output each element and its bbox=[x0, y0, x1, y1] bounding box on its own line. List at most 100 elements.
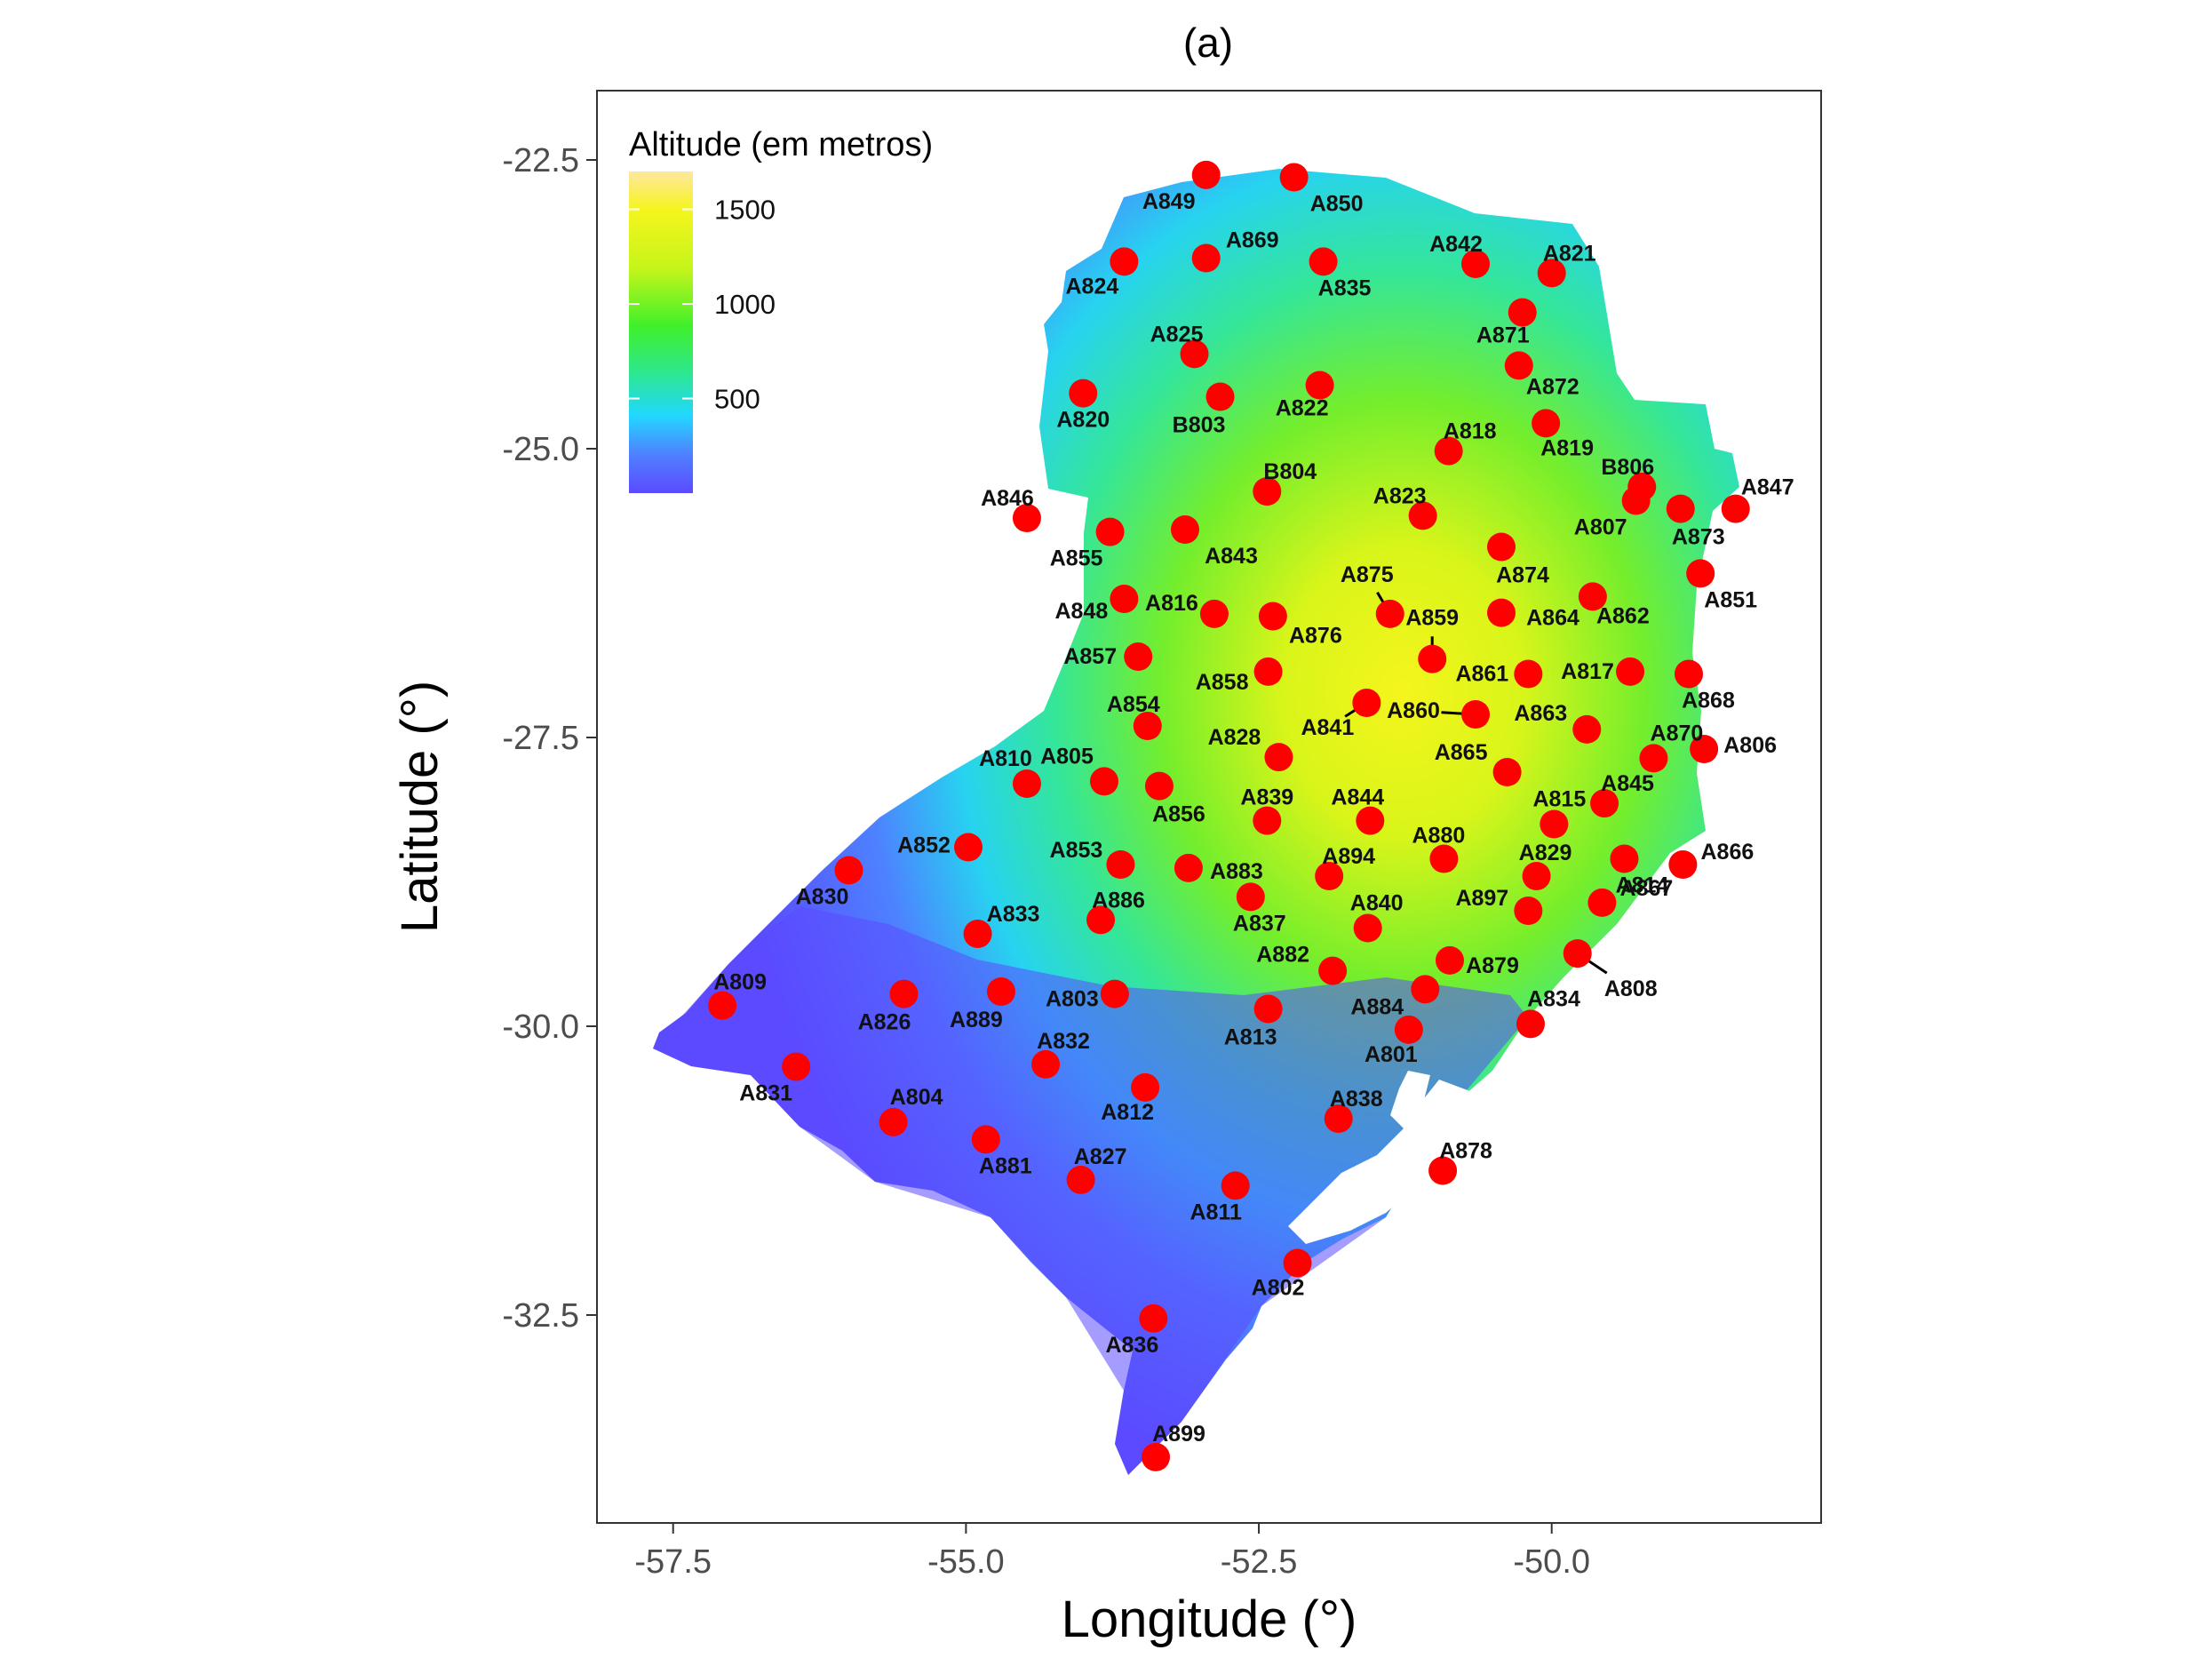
x-tick-label: -55.0 bbox=[927, 1543, 1005, 1581]
station-label: A826 bbox=[858, 1010, 911, 1035]
station-point bbox=[1418, 645, 1446, 674]
station-point bbox=[1254, 658, 1283, 686]
station-label: A859 bbox=[1405, 606, 1459, 631]
station-label: A843 bbox=[1205, 544, 1258, 569]
station-label: A841 bbox=[1301, 715, 1354, 740]
station-label: B804 bbox=[1263, 459, 1317, 484]
station-label: A823 bbox=[1373, 483, 1427, 508]
station-label: A821 bbox=[1543, 241, 1596, 266]
station-point bbox=[1101, 980, 1129, 1008]
station-point bbox=[1572, 715, 1601, 744]
station-point bbox=[1523, 862, 1551, 890]
station-label: A862 bbox=[1596, 603, 1650, 628]
station-point bbox=[1013, 769, 1041, 798]
station-point bbox=[1206, 383, 1235, 411]
station-label: A864 bbox=[1526, 606, 1579, 631]
station-label: A867 bbox=[1620, 876, 1674, 901]
station-label: A833 bbox=[987, 902, 1040, 927]
station-point bbox=[1110, 585, 1138, 613]
station-label: A884 bbox=[1350, 994, 1404, 1019]
station-point bbox=[1356, 807, 1384, 835]
station-point bbox=[889, 980, 918, 1008]
station-label: A870 bbox=[1651, 721, 1704, 745]
y-axis-title: Latitude (°) bbox=[391, 681, 449, 933]
y-tick-label: -32.5 bbox=[502, 1297, 579, 1335]
station-label: A802 bbox=[1252, 1276, 1305, 1301]
station-point bbox=[1493, 758, 1522, 786]
station-label: A820 bbox=[1056, 408, 1110, 433]
station-point bbox=[1124, 642, 1152, 671]
station-point bbox=[1616, 658, 1644, 686]
station-label: A807 bbox=[1574, 515, 1627, 540]
legend-tick-label: 1000 bbox=[714, 289, 776, 320]
station-point bbox=[1110, 247, 1138, 275]
station-point bbox=[835, 857, 863, 885]
station-label: A842 bbox=[1429, 232, 1483, 257]
station-point bbox=[1610, 845, 1638, 873]
station-label: A852 bbox=[897, 833, 951, 858]
station-point bbox=[1668, 850, 1697, 879]
y-tick-label: -25.0 bbox=[502, 431, 579, 468]
station-point bbox=[879, 1108, 908, 1136]
station-label: A829 bbox=[1519, 841, 1572, 865]
station-point bbox=[954, 833, 983, 862]
station-point bbox=[1514, 897, 1542, 925]
y-tick-label: -22.5 bbox=[502, 142, 579, 179]
legend-title: Altitude (em metros) bbox=[629, 126, 933, 163]
station-label: A899 bbox=[1152, 1422, 1205, 1447]
station-label: A878 bbox=[1439, 1139, 1492, 1164]
legend-tick-label: 1500 bbox=[714, 195, 776, 226]
station-label: A822 bbox=[1276, 396, 1329, 421]
station-label: A844 bbox=[1331, 785, 1384, 810]
x-tick-label: -57.5 bbox=[634, 1543, 712, 1581]
station-label: A868 bbox=[1682, 689, 1735, 713]
station-label: A801 bbox=[1365, 1042, 1418, 1067]
station-point bbox=[1564, 939, 1592, 968]
station-point bbox=[1200, 600, 1229, 628]
station-point bbox=[972, 1125, 1000, 1153]
station-label: A840 bbox=[1350, 891, 1404, 916]
station-label: A831 bbox=[739, 1081, 792, 1106]
station-label: A817 bbox=[1561, 659, 1614, 684]
station-label: A894 bbox=[1322, 844, 1375, 869]
station-point bbox=[1221, 1171, 1250, 1200]
station-label: A847 bbox=[1741, 475, 1794, 500]
station-point bbox=[1142, 1443, 1170, 1471]
station-point bbox=[1139, 1304, 1167, 1333]
station-label: A883 bbox=[1210, 859, 1263, 884]
station-point bbox=[1131, 1073, 1159, 1102]
station-point bbox=[1639, 744, 1667, 772]
station-label: A873 bbox=[1672, 525, 1725, 550]
station-point bbox=[1309, 247, 1338, 275]
station-point bbox=[1090, 767, 1118, 795]
station-point bbox=[1192, 244, 1221, 273]
x-axis-title: Longitude (°) bbox=[1062, 1590, 1357, 1648]
station-label: A838 bbox=[1330, 1087, 1383, 1112]
station-point bbox=[1540, 810, 1568, 839]
station-label: A816 bbox=[1145, 591, 1198, 616]
station-label: A830 bbox=[796, 885, 849, 910]
station-point bbox=[1436, 946, 1464, 975]
station-label: A856 bbox=[1152, 802, 1205, 827]
station-point bbox=[1514, 660, 1542, 689]
station-label: A850 bbox=[1310, 192, 1364, 217]
station-point bbox=[1096, 518, 1125, 546]
station-label: A869 bbox=[1226, 228, 1279, 253]
station-label: A866 bbox=[1701, 840, 1754, 865]
station-point bbox=[1532, 409, 1560, 437]
station-label: A845 bbox=[1601, 771, 1654, 796]
legend-colorbar bbox=[629, 171, 693, 493]
station-point bbox=[1352, 689, 1381, 717]
station-label: A804 bbox=[890, 1085, 943, 1110]
legend-tick-label: 500 bbox=[714, 384, 760, 415]
station-point bbox=[1487, 599, 1516, 627]
station-label: A861 bbox=[1455, 662, 1508, 687]
station-label: A872 bbox=[1526, 374, 1579, 399]
station-point bbox=[1667, 495, 1695, 523]
x-tick-label: -50.0 bbox=[1513, 1543, 1590, 1581]
station-label: A858 bbox=[1196, 670, 1249, 695]
station-point bbox=[1587, 889, 1616, 917]
station-label: B803 bbox=[1173, 413, 1226, 438]
station-label: A832 bbox=[1037, 1029, 1090, 1054]
station-point bbox=[1516, 1009, 1545, 1038]
